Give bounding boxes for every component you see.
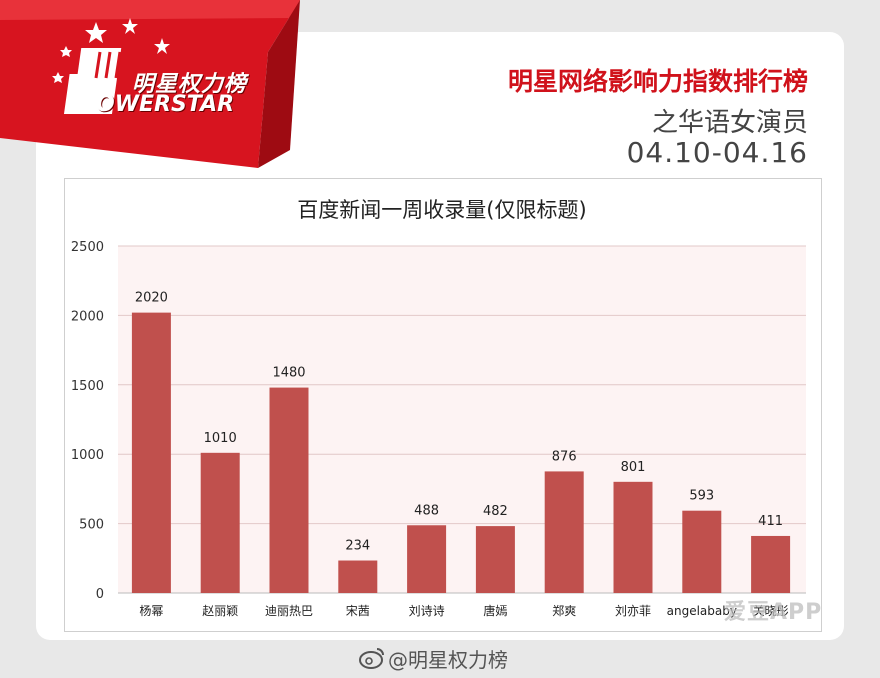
y-tick-label: 2500 <box>71 240 104 255</box>
bar <box>407 525 447 593</box>
chart-title: 百度新闻一周收录量(仅限标题) <box>297 198 587 222</box>
y-tick-label: 2000 <box>71 309 104 324</box>
x-tick-label: 杨幂 <box>139 603 163 618</box>
data-label: 2020 <box>135 291 168 306</box>
data-label: 1480 <box>272 366 305 381</box>
logo-chinese-text: 明星权力榜 <box>132 72 248 97</box>
weibo-handle: @明星权力榜 <box>388 648 508 672</box>
bar <box>475 526 515 593</box>
x-tick-label: 关晓彤 <box>753 604 789 618</box>
x-tick-label: 刘亦菲 <box>615 603 651 618</box>
bar <box>200 452 240 593</box>
logo-english-text: OWERSTAR <box>96 92 235 117</box>
date-range: 04.10-04.16 <box>626 136 808 169</box>
data-label: 1010 <box>204 431 237 446</box>
x-tick-label: 郑爽 <box>552 603 576 618</box>
bar <box>682 510 722 593</box>
data-label: 593 <box>689 489 714 504</box>
logo-banner-shape <box>0 0 300 168</box>
bar <box>338 560 378 593</box>
data-label: 234 <box>345 539 370 554</box>
bar <box>751 535 791 593</box>
x-tick-label: 宋茜 <box>346 603 370 618</box>
bar <box>613 481 653 593</box>
x-tick-label: 赵丽颖 <box>202 604 238 618</box>
data-label: 482 <box>483 504 508 519</box>
watermark-text: 爱豆APP <box>724 600 823 625</box>
star-icon <box>52 18 170 83</box>
data-label: 411 <box>758 514 783 529</box>
x-tick-label: 迪丽热巴 <box>265 604 313 618</box>
powerstar-logo: 明星权力榜 OWERSTAR <box>0 0 300 170</box>
x-tick-label: 刘诗诗 <box>409 604 445 618</box>
weibo-icon <box>359 648 384 669</box>
y-tick-label: 0 <box>96 587 104 602</box>
data-label: 876 <box>552 449 577 464</box>
x-tick-label: 唐嫣 <box>483 603 507 618</box>
bar <box>544 471 584 593</box>
bar <box>269 387 309 593</box>
page-title: 明星网络影响力指数排行榜 <box>507 67 808 96</box>
data-label: 801 <box>621 460 646 475</box>
y-tick-label: 1500 <box>71 379 104 394</box>
fist-icon <box>63 48 122 114</box>
x-tick-label: angelababy <box>667 604 737 618</box>
page-subtitle: 之华语女演员 <box>651 108 808 138</box>
y-tick-label: 1000 <box>71 448 104 463</box>
data-label: 488 <box>414 503 439 518</box>
bar <box>131 312 171 593</box>
y-tick-label: 500 <box>79 518 104 533</box>
